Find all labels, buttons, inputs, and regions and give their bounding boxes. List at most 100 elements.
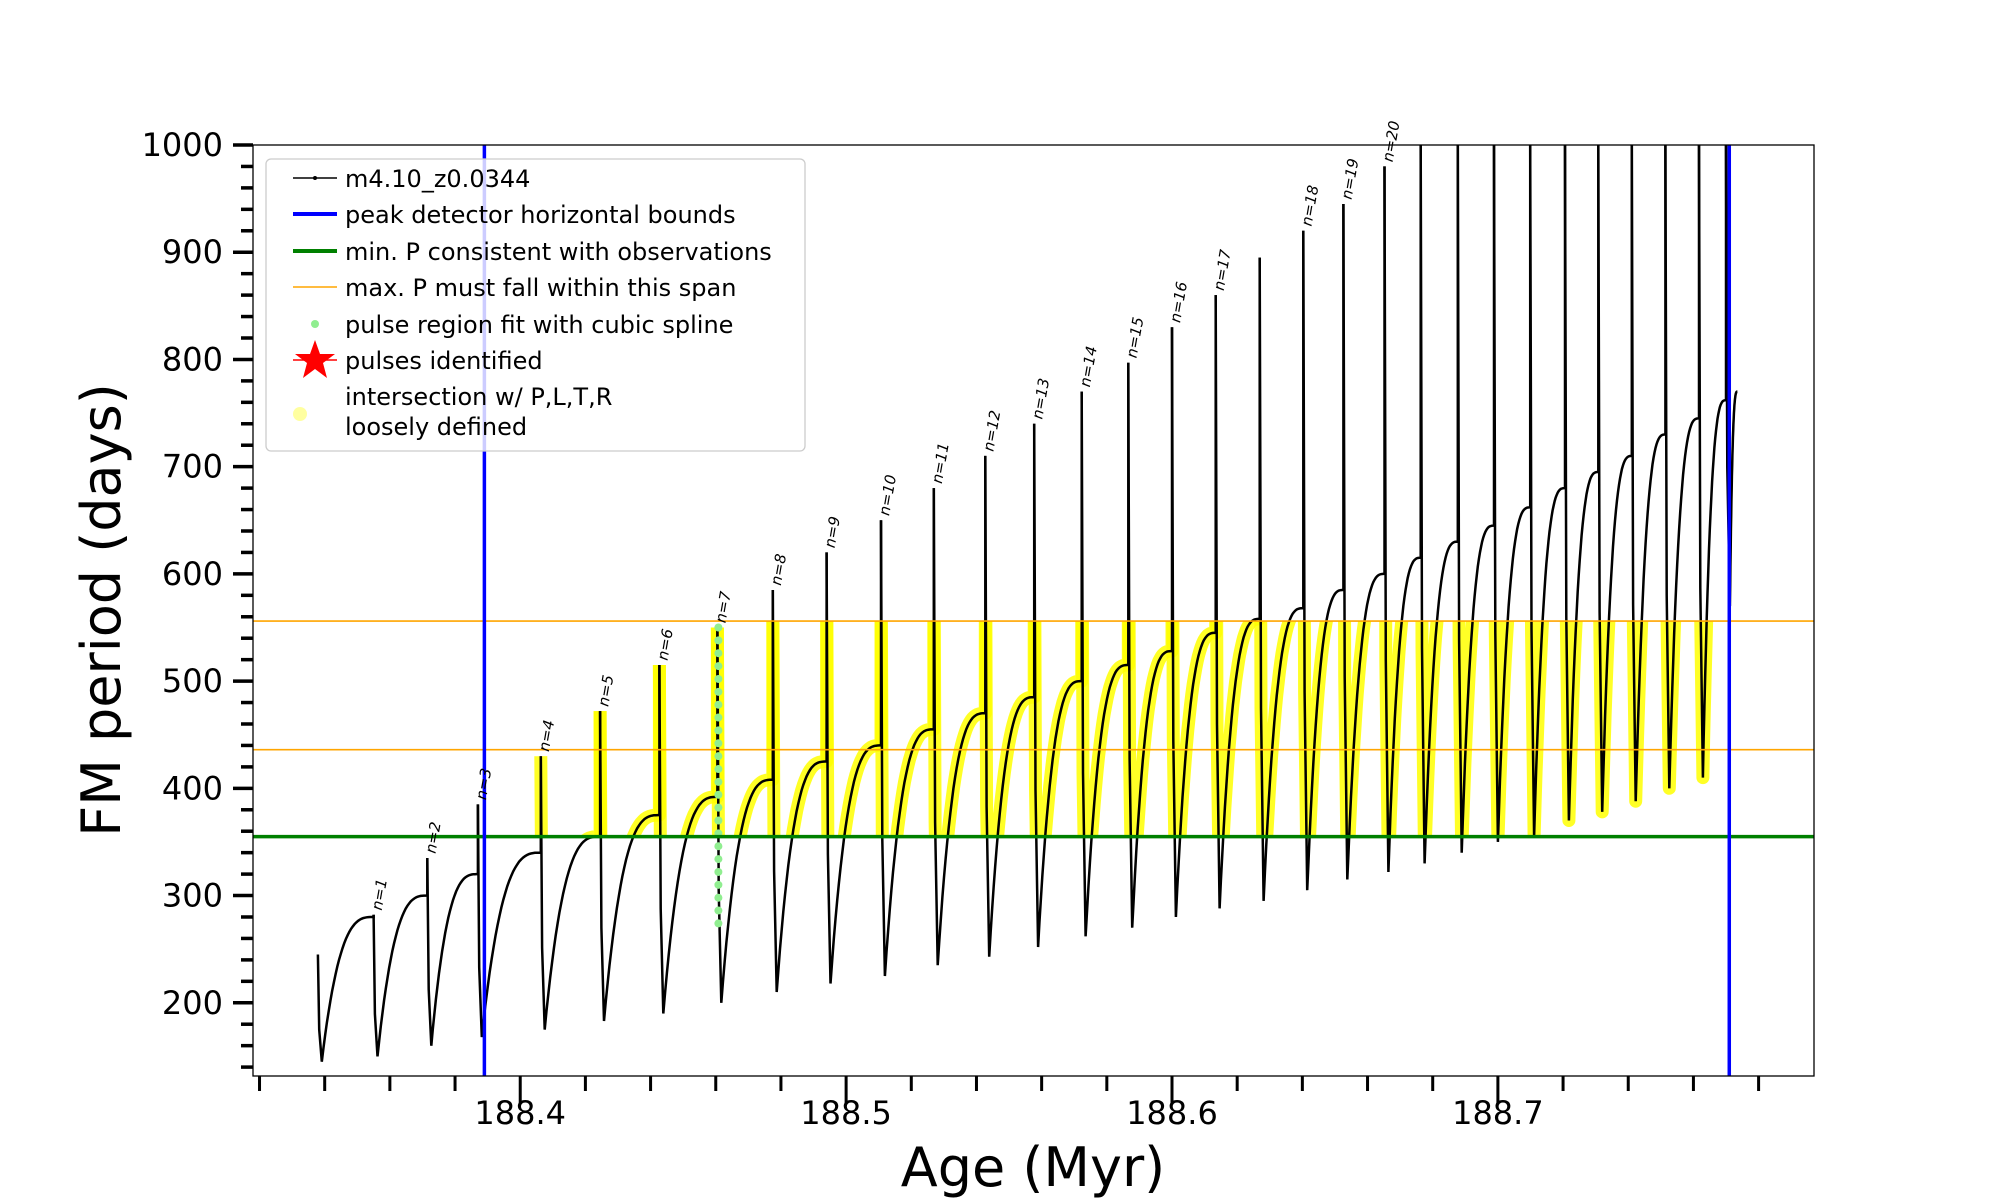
y-tick-label: 800 xyxy=(162,340,223,378)
spline-fit-point xyxy=(714,790,723,799)
spline-fit-point xyxy=(714,906,723,915)
plot-frame xyxy=(252,144,1815,1077)
y-axis-label: FM period (days) xyxy=(70,383,133,837)
y-tick-label: 200 xyxy=(162,984,223,1022)
legend: m4.10_z0.0344 peak detector horizontal b… xyxy=(265,158,806,452)
spline-fit-point xyxy=(714,752,723,761)
x-axis-label: Age (Myr) xyxy=(901,1136,1166,1199)
legend-label: m4.10_z0.0344 xyxy=(345,165,530,193)
intersection-segment xyxy=(1379,621,1409,837)
star-icon xyxy=(295,340,335,378)
spline-fit-point xyxy=(714,662,723,671)
pulse-label: n=17 xyxy=(1210,248,1235,292)
intersection-segment xyxy=(1660,621,1682,795)
pulse-label: n=10 xyxy=(875,473,900,517)
model-segment xyxy=(1664,145,1701,789)
pulse-label: n=18 xyxy=(1298,184,1323,228)
spline-fit-point xyxy=(714,842,723,851)
legend-label: pulses identified xyxy=(345,347,543,375)
pulse-label: n=9 xyxy=(821,515,844,549)
model-segment xyxy=(1419,145,1460,864)
intersection-segment xyxy=(1210,621,1266,837)
spline-fit-point xyxy=(714,700,723,709)
legend-label: loosely defined xyxy=(345,413,527,441)
spline-fit-point xyxy=(714,687,723,696)
model-segment xyxy=(1528,145,1567,837)
legend-label: peak detector horizontal bounds xyxy=(345,201,736,229)
intersection-segment xyxy=(1254,621,1297,837)
model-segment xyxy=(1342,166,1386,880)
intersection-segment xyxy=(1593,621,1616,819)
model-segment xyxy=(1127,327,1174,928)
model-segment xyxy=(984,423,1036,957)
pulse-label: n=2 xyxy=(422,820,445,854)
model-segment xyxy=(879,488,936,977)
model-segment xyxy=(1456,145,1496,853)
pulse-label: n=13 xyxy=(1028,377,1053,421)
pulse-label: n=1 xyxy=(368,877,391,911)
model-segment xyxy=(1258,230,1305,901)
x-tick-label: 188.4 xyxy=(474,1094,566,1132)
model-segment xyxy=(476,756,543,1038)
model-segment xyxy=(426,804,480,1046)
intersection-segment xyxy=(1028,621,1089,837)
model-segment xyxy=(1630,145,1667,802)
series-group xyxy=(316,145,1738,1062)
intersection-segment xyxy=(1452,621,1480,837)
model-segment xyxy=(372,858,429,1057)
spline-fit-point xyxy=(714,816,723,825)
spline-fit-point xyxy=(714,739,723,748)
intersection-segment xyxy=(874,621,941,837)
model-segment xyxy=(771,552,828,993)
legend-label: min. P consistent with observations xyxy=(345,238,772,266)
model-segment xyxy=(658,627,719,1014)
spline-fit-point xyxy=(714,674,723,683)
y-tick-label: 600 xyxy=(162,555,223,593)
y-tick-label: 400 xyxy=(162,769,223,807)
y-tick-label: 300 xyxy=(162,877,223,915)
model-segment xyxy=(1597,145,1634,812)
spline-fit-point xyxy=(714,623,723,632)
model-segment xyxy=(825,520,883,984)
spline-fit-point xyxy=(714,893,723,902)
spline-fit-point xyxy=(714,855,723,864)
x-tick-label: 188.7 xyxy=(1452,1094,1544,1132)
pulse-label: n=6 xyxy=(654,627,677,661)
spline-fit-point xyxy=(714,649,723,658)
intersection-segment xyxy=(927,621,992,837)
pulse-label: n=14 xyxy=(1076,345,1101,389)
model-segment xyxy=(1697,145,1728,778)
y-axis: 200 300 400 500 600 700 800 900 1000 xyxy=(142,126,253,1069)
legend-marker-model xyxy=(313,176,317,180)
intersection-segment xyxy=(1559,621,1583,827)
intersection-segment xyxy=(979,621,1041,837)
intersection-segment xyxy=(1415,621,1444,837)
pulse-label: n=15 xyxy=(1123,316,1148,360)
model-segment xyxy=(316,914,375,1062)
spline-fit-point xyxy=(714,777,723,786)
pulse-label: n=12 xyxy=(979,409,1004,453)
spline-fit-point xyxy=(714,765,723,774)
legend-label: intersection w/ P,L,T,R xyxy=(345,383,612,411)
model-segment xyxy=(539,711,602,1030)
legend-label: pulse region fit with cubic spline xyxy=(345,311,733,339)
pulse-label: n=8 xyxy=(767,552,790,586)
legend-dot-yellow xyxy=(293,407,307,421)
x-axis: 188.4 188.5 188.6 188.7 xyxy=(258,1076,1761,1132)
model-segment xyxy=(1492,145,1532,842)
pulse-label: n=4 xyxy=(535,719,558,753)
pulse-label: n=11 xyxy=(928,441,953,485)
model-segment xyxy=(1170,295,1217,918)
pulse-label: n=3 xyxy=(472,767,495,801)
legend-dot-green xyxy=(311,320,319,328)
model-segment xyxy=(598,665,661,1022)
intersection-segment xyxy=(1297,621,1334,837)
spline-fit-point xyxy=(714,880,723,889)
model-segment xyxy=(1032,391,1083,948)
x-tick-label: 188.6 xyxy=(1126,1094,1218,1132)
pulse-label: n=5 xyxy=(594,674,617,708)
intersection-segment xyxy=(1166,621,1223,837)
intersection-segment xyxy=(1075,621,1135,837)
pulse-label: n=16 xyxy=(1166,280,1191,324)
spline-fit-point xyxy=(714,919,723,928)
